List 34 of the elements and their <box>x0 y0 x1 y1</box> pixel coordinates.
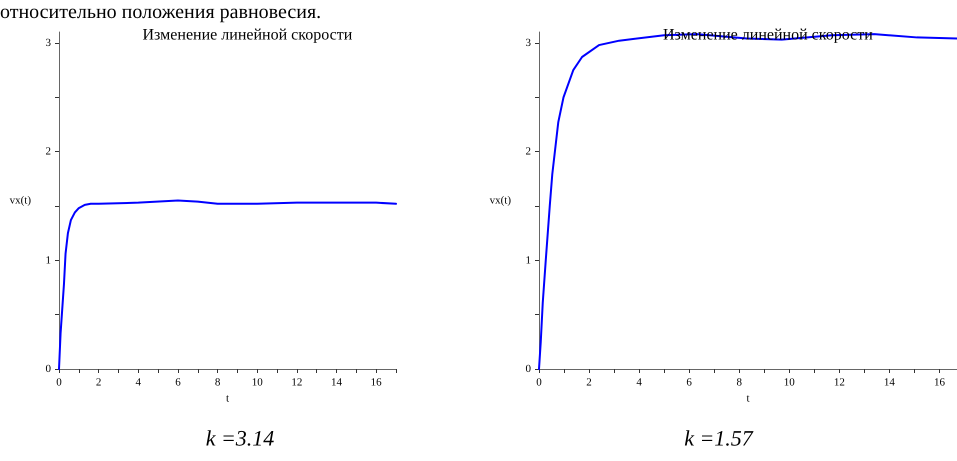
x-tick-label: 8 <box>736 376 742 388</box>
text: относительно положения равновесия. <box>0 1 322 23</box>
text: k =3.14 <box>206 426 274 450</box>
x-tick-label: 12 <box>834 376 845 388</box>
y-tick-label: 1 <box>526 254 531 266</box>
x-tick-label: 10 <box>784 376 796 388</box>
x-tick-label: 10 <box>252 376 264 388</box>
y-axis-title: vx(t) <box>10 194 32 206</box>
y-tick-label: 1 <box>46 254 51 266</box>
x-tick-label: 2 <box>586 376 592 388</box>
x-tick-label: 8 <box>214 376 221 388</box>
y-tick-label: 3 <box>526 36 532 49</box>
x-axis-title: t <box>746 392 750 404</box>
y-tick-label: 3 <box>46 36 52 49</box>
x-tick-label: 0 <box>56 376 62 388</box>
x-tick-label: 4 <box>136 376 142 388</box>
x-tick-label: 14 <box>331 376 343 388</box>
x-tick-label: 16 <box>370 376 382 388</box>
x-tick-label: 14 <box>884 376 896 388</box>
x-tick-label: 0 <box>536 376 542 388</box>
x-tick-label: 6 <box>686 376 692 388</box>
x-tick-label: 16 <box>934 376 946 388</box>
text: k =1.57 <box>684 426 754 450</box>
y-tick-label: 2 <box>46 146 51 158</box>
y-tick-label: 0 <box>526 363 532 375</box>
x-tick-label: 2 <box>96 376 102 388</box>
x-tick-label: 12 <box>291 376 302 388</box>
x-axis-title: t <box>226 392 230 404</box>
x-tick-label: 4 <box>636 376 642 388</box>
y-tick-label: 2 <box>526 146 531 158</box>
chart-title: Изменение линейной скорости <box>142 26 353 44</box>
x-tick-label: 6 <box>175 376 182 388</box>
y-axis-title: vx(t) <box>490 194 512 206</box>
y-tick-label: 0 <box>46 363 52 375</box>
